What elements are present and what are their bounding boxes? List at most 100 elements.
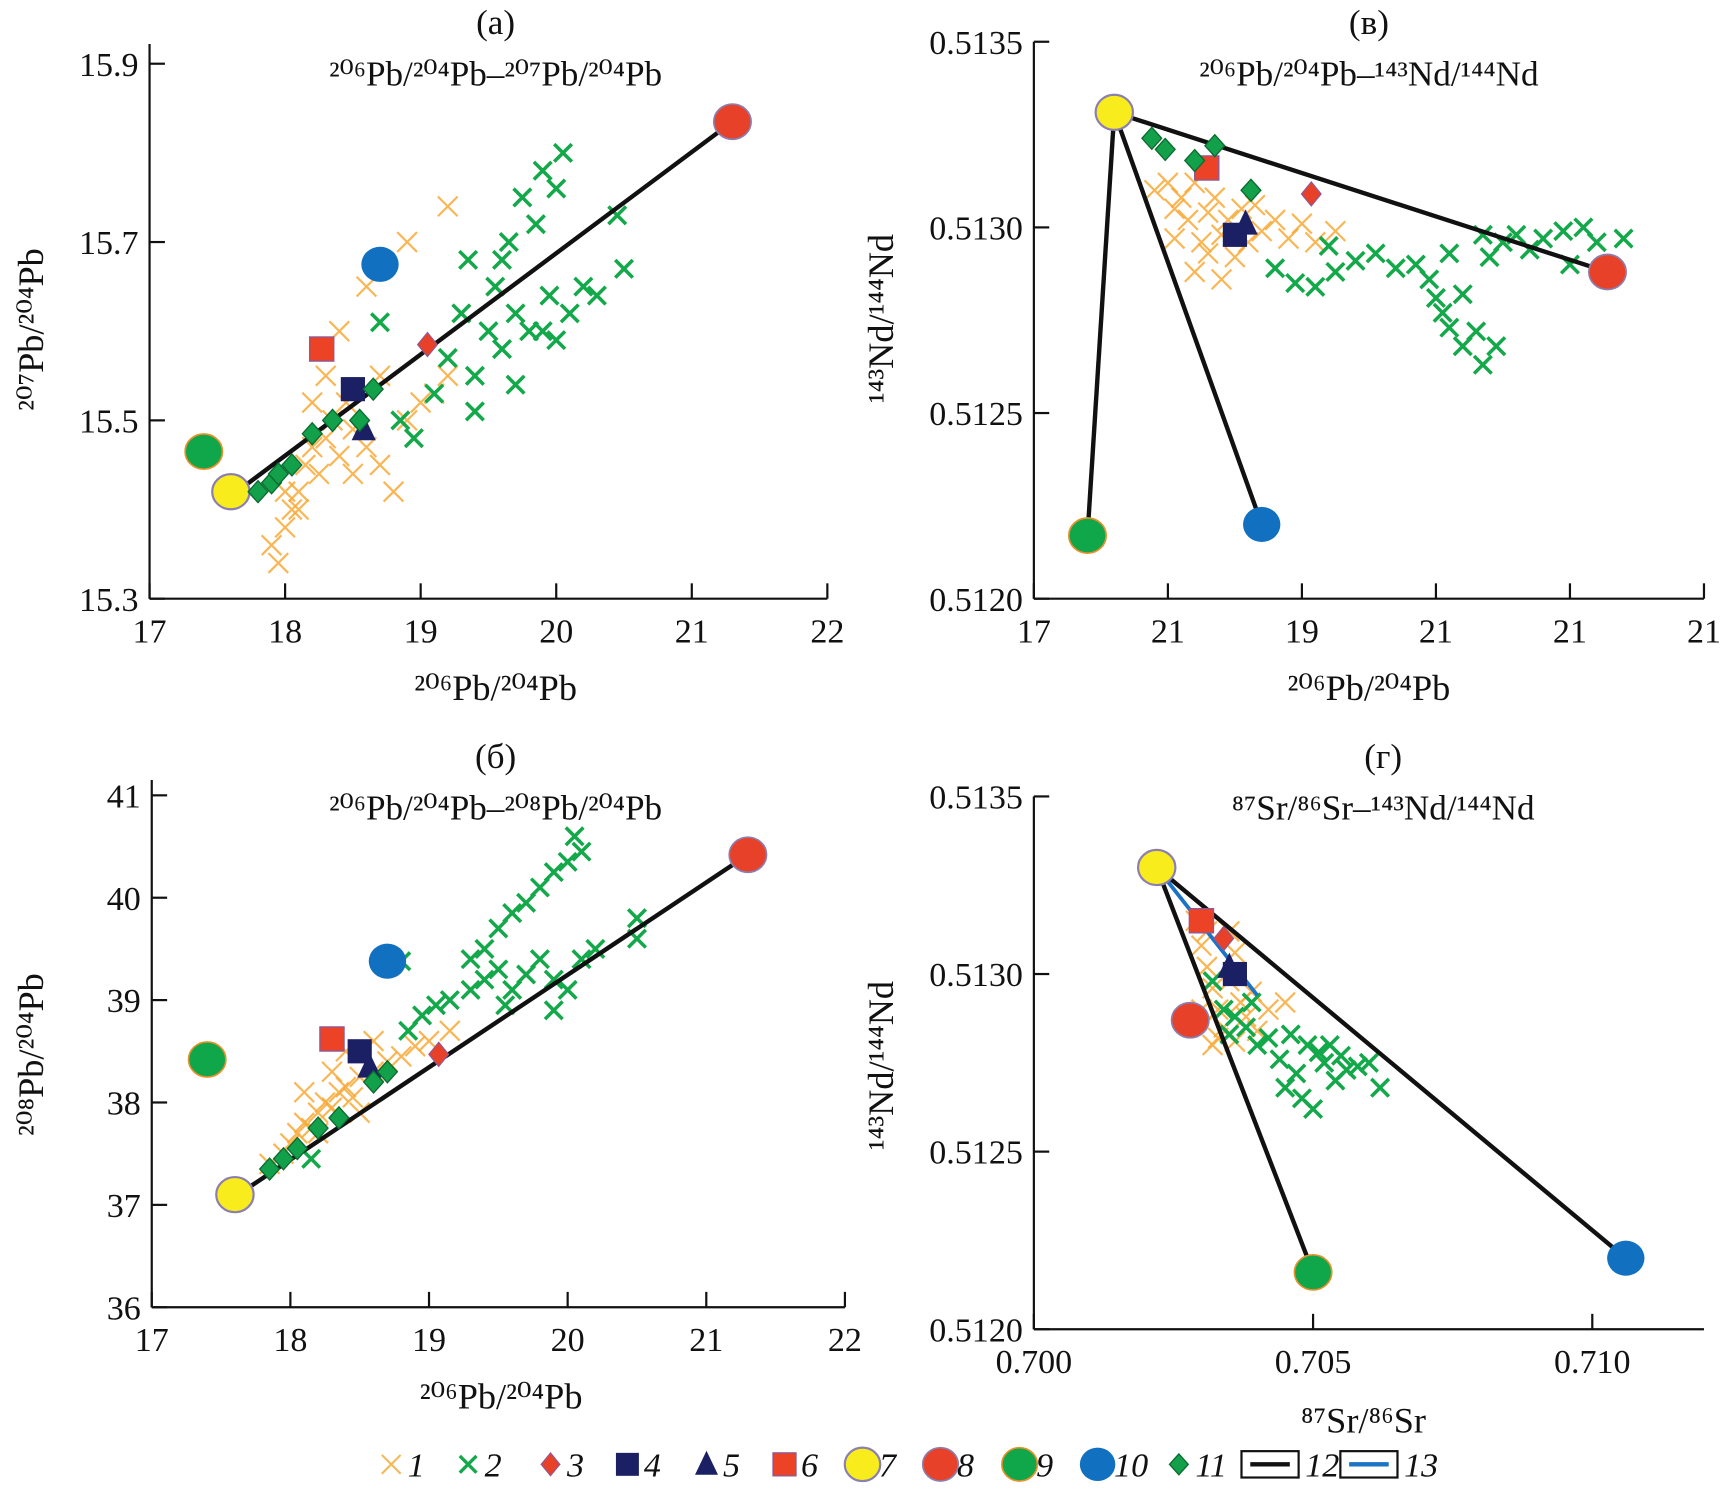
series-1 (1143, 172, 1347, 291)
line-black-icon (1240, 1450, 1300, 1479)
panel-label: (а) (476, 3, 515, 42)
x-tick-label: 21 (1687, 614, 1721, 651)
triangle-navy-marker (357, 1052, 382, 1078)
circle-green-marker (1067, 517, 1107, 554)
cross-green-marker (460, 949, 481, 970)
diamond-green-marker (286, 1136, 309, 1161)
cross-orange-marker (1196, 956, 1218, 978)
cross-orange-marker (1274, 991, 1296, 1014)
cross-orange-marker (369, 454, 391, 476)
cross-green-marker (390, 410, 411, 431)
cross-orange-marker (315, 365, 337, 387)
x-tick-label: 20 (551, 1322, 585, 1359)
diamond-red-icon (540, 1451, 561, 1477)
cross-orange-marker (1143, 179, 1166, 201)
cross-green-marker (529, 949, 550, 970)
cross-green-marker (532, 321, 553, 342)
series-3 (428, 1041, 450, 1068)
circle-blue-marker (361, 246, 399, 282)
y-tick-label: 0.5135 (929, 25, 1023, 62)
circle-red-marker (1587, 253, 1627, 291)
cross-green-marker (559, 303, 580, 324)
cross-green-marker (1432, 302, 1453, 323)
cross-green-marker (491, 339, 513, 360)
panel-title: ²⁰⁶Pb/²⁰⁴Pb–¹⁴³Nd/¹⁴⁴Nd (1199, 55, 1539, 94)
diamond-green-marker (258, 1157, 281, 1182)
cross-green-marker (1286, 1063, 1307, 1084)
circle-blue-marker (1243, 506, 1281, 543)
diamond-red-marker (416, 331, 439, 358)
mixing-line-12 (229, 119, 734, 498)
panel-1: (а) ²⁰⁶Pb/²⁰⁴Pb–²⁰⁷Pb/²⁰⁴Pb ²⁰⁶Pb/²⁰⁴Pb ²⁰⁷… (11, 3, 844, 708)
x-tick-label: 19 (412, 1322, 446, 1359)
panel-2: (в) ²⁰⁶Pb/²⁰⁴Pb–¹⁴³Nd/¹⁴⁴Nd ²⁰⁶Pb/²⁰⁴Pb ¹⁴³… (861, 3, 1721, 708)
y-tick-label: 38 (107, 1086, 141, 1123)
cross-orange-marker (267, 552, 289, 574)
cross-orange-marker (1197, 201, 1219, 224)
circle-red-marker (1170, 1001, 1210, 1039)
mixing-line-12 (1112, 111, 1264, 526)
y-axis-label: ¹⁴³Nd/¹⁴⁴Nd (861, 234, 901, 403)
series-7 (211, 473, 251, 511)
series-3 (416, 331, 439, 358)
legend-label: 10 (1114, 1447, 1148, 1484)
cross-orange-marker (1201, 1034, 1224, 1056)
cross-green-marker (1345, 250, 1366, 271)
line-blue-icon (1339, 1450, 1399, 1479)
x-tick-label: 17 (1017, 614, 1051, 651)
series-7 (1094, 93, 1135, 131)
x-tick-label: 21 (689, 1322, 723, 1359)
circle-blue-marker (368, 943, 407, 979)
series-9 (187, 1041, 227, 1078)
cross-green-marker (1247, 1035, 1268, 1056)
legend-label: 11 (1195, 1447, 1227, 1484)
legend-label: 12 (1305, 1447, 1339, 1484)
cross-green-marker (458, 249, 479, 270)
legend: 1 2 3 4 5 6 7 8 9 10 11 12 13 (381, 1446, 1438, 1484)
legend-item-10: 10 (1079, 1447, 1148, 1484)
legend-label: 1 (408, 1447, 425, 1484)
legend-label: 13 (1404, 1447, 1438, 1484)
x-axis-label: ²⁰⁶Pb/²⁰⁴Pb (1288, 668, 1451, 708)
cross-green-marker (474, 938, 495, 959)
cross-orange-marker (439, 1020, 461, 1042)
circle-green-marker (184, 433, 224, 470)
diamond-green-marker (272, 1146, 295, 1171)
diamond-green-marker (321, 408, 344, 433)
circle-blue-icon (1079, 1447, 1116, 1482)
series-11 (247, 377, 384, 504)
circle-red-marker (712, 103, 752, 141)
cross-green-marker (543, 862, 564, 883)
cross-green-marker (1236, 1017, 1257, 1038)
diamond-green-marker (1141, 126, 1163, 151)
circle-green-marker (187, 1041, 227, 1078)
y-tick-label: 0.5120 (929, 1312, 1023, 1349)
cross-green-marker (543, 1000, 564, 1021)
circle-red-icon (921, 1446, 960, 1482)
series-7 (215, 1175, 255, 1214)
circle-red-marker (728, 836, 768, 874)
cross-green-marker (1358, 1052, 1379, 1073)
legend-label: 3 (566, 1447, 584, 1484)
cross-orange-marker (1304, 231, 1326, 253)
diamond-green-marker (1154, 137, 1176, 162)
cross-green-marker (546, 330, 567, 351)
diamond-green-marker (247, 479, 269, 504)
cross-green-marker (1305, 276, 1326, 297)
cross-orange-marker (342, 463, 364, 485)
x-tick-label: 0.700 (996, 1344, 1073, 1381)
diamond-green-marker (348, 408, 371, 433)
y-tick-label: 39 (107, 983, 141, 1020)
y-tick-label: 0.5130 (929, 210, 1023, 247)
y-tick-label: 0.5125 (929, 396, 1023, 433)
series-8 (712, 103, 752, 141)
cross-green-marker (424, 383, 445, 404)
cross-green-marker (564, 826, 585, 847)
cross-green-marker (1466, 321, 1487, 342)
cross-green-marker (1308, 1042, 1329, 1063)
cross-green-marker (491, 249, 513, 270)
cross-orange-marker (294, 454, 317, 476)
x-tick-label: 22 (810, 614, 844, 651)
cross-green-icon (458, 1454, 478, 1474)
cross-green-marker (1265, 258, 1286, 279)
